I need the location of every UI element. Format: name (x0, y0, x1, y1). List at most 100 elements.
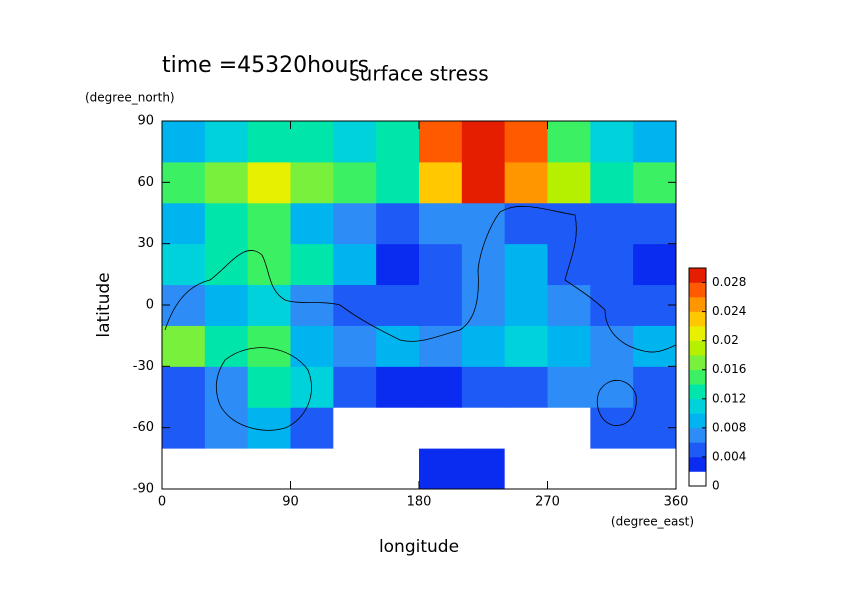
y-axis-label: latitude (94, 272, 114, 337)
x-unit: (degree_east) (611, 515, 694, 529)
heatmap-cell (504, 121, 548, 163)
heatmap-cell (376, 202, 420, 245)
heatmap-cell (162, 325, 206, 367)
heatmap-cell (376, 366, 420, 408)
chart-title: surface stress (349, 62, 488, 86)
heatmap-cell (633, 366, 677, 408)
colorbar-segment (689, 427, 706, 443)
heatmap-cell (504, 284, 548, 326)
heatmap-cell (590, 407, 634, 449)
colorbar-tick-label: 0.028 (712, 275, 746, 289)
colorbar-segment (689, 442, 706, 458)
heatmap-cell (204, 448, 249, 490)
heatmap-cell (504, 202, 548, 245)
heatmap-cell (333, 366, 377, 408)
heatmap-cell (419, 202, 463, 245)
colorbar-segment (689, 326, 706, 341)
heatmap-cell (290, 161, 334, 204)
heatmap-cell (162, 243, 206, 286)
heatmap-cell (419, 407, 463, 449)
heatmap-cell (590, 284, 634, 326)
y-tick-label: 0 (146, 298, 154, 313)
heatmap-cell (547, 407, 591, 449)
heatmap-cell (333, 407, 377, 449)
heatmap-cell (633, 121, 677, 163)
heatmap-cell (461, 161, 506, 204)
heatmap-cell (290, 366, 334, 408)
x-tick-label: 0 (158, 495, 166, 510)
colorbar-segment (689, 340, 706, 356)
colorbar-segment (689, 456, 706, 472)
heatmap-cell (419, 366, 463, 408)
colorbar-segment (689, 297, 706, 312)
colorbar-frame (688, 267, 707, 487)
x-tick-label: 270 (535, 495, 560, 510)
heatmap-cell (376, 121, 420, 163)
heatmap-cell (590, 161, 634, 204)
x-tick-label: 180 (407, 495, 432, 510)
heatmap-cell (247, 121, 291, 163)
heatmap-cell (376, 407, 420, 449)
heatmap-cell (590, 448, 634, 490)
heatmap-cell (162, 448, 206, 490)
colorbar-tick-label: 0 (712, 479, 720, 493)
coastline (596, 380, 637, 426)
colorbar-segment (689, 384, 706, 400)
heatmap-cell (376, 243, 420, 286)
colorbar-tick-label: 0.02 (712, 333, 739, 347)
heatmap-cell (419, 448, 463, 490)
colorbar-segment (689, 282, 706, 298)
heatmap-cell (247, 448, 291, 490)
heatmap-cell (461, 202, 506, 245)
heatmap-cell (290, 243, 334, 286)
heatmap-cell (504, 407, 548, 449)
heatmap-cell (247, 366, 291, 408)
y-tick-label: 90 (137, 114, 154, 129)
heatmap-cell (504, 325, 548, 367)
heatmap-cell (290, 448, 334, 490)
heatmap-cell (419, 121, 463, 163)
heatmap-cell (290, 325, 334, 367)
heatmap-cell (333, 243, 377, 286)
y-tick-label: -30 (133, 359, 154, 374)
colorbar-segment (689, 311, 706, 327)
heatmap-cell (461, 325, 506, 367)
heatmap-cell (633, 448, 677, 490)
heatmap-cell (204, 366, 249, 408)
heatmap-cell (247, 161, 291, 204)
heatmap-cell (376, 325, 420, 367)
heatmap-cell (590, 121, 634, 163)
coastline (164, 205, 677, 353)
heatmap-cell (419, 161, 463, 204)
colorbar-tick-label: 0.016 (712, 362, 746, 376)
heatmap-cell (590, 202, 634, 245)
heatmap-cell (590, 243, 634, 286)
heatmap-cell (504, 243, 548, 286)
x-tick-label: 360 (664, 495, 689, 510)
heatmap-cell (504, 366, 548, 408)
colorbar-segment (689, 355, 706, 371)
y-tick-label: 30 (137, 236, 154, 251)
colorbar-tick-label: 0.024 (712, 304, 746, 318)
heatmap-cell (547, 121, 591, 163)
heatmap-cell (247, 284, 291, 326)
heatmap-cell (633, 243, 677, 286)
colorbar-segment (689, 413, 706, 429)
heatmap-cell (204, 161, 249, 204)
colorbar: 0 0.004 0.008 0.012 0.016 0.02 0.024 0.028 (688, 267, 746, 493)
x-axis-label: longitude (379, 537, 459, 557)
heatmap-cell (461, 121, 506, 163)
heatmap-cell (461, 407, 506, 449)
heatmap-cell (633, 202, 677, 245)
heatmap-cell (504, 448, 548, 490)
y-tick-label: 60 (137, 175, 154, 190)
heatmap-cell (376, 448, 420, 490)
heatmap-cells (162, 121, 677, 490)
heatmap-cell (333, 325, 377, 367)
heatmap-cell (290, 202, 334, 245)
heatmap-cell (461, 366, 506, 408)
y-unit: (degree_north) (85, 91, 175, 105)
heatmap-cell (547, 284, 591, 326)
heatmap-cell (547, 366, 591, 408)
heatmap-cell (419, 325, 463, 367)
